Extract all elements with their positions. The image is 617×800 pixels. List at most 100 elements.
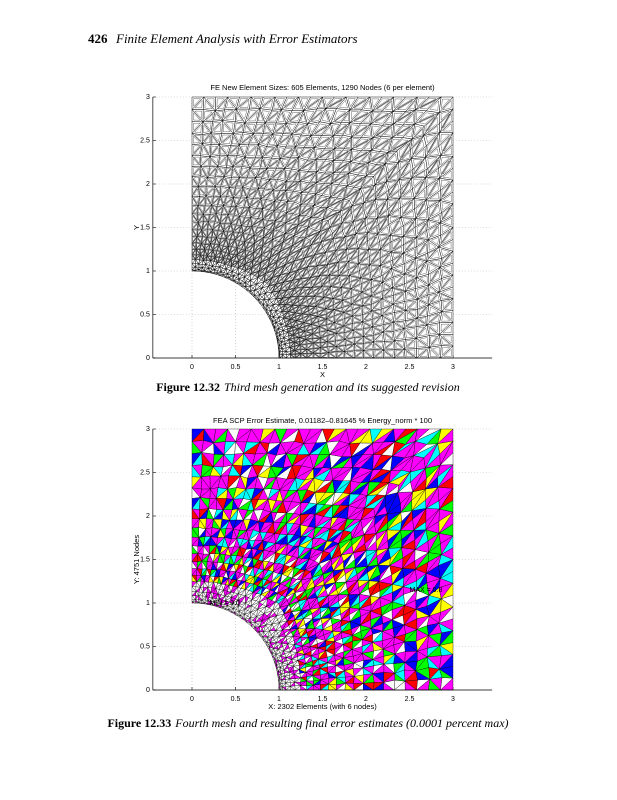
revised-element <box>400 179 409 187</box>
mesh-element <box>438 321 454 335</box>
revised-element <box>354 307 362 315</box>
revised-element <box>328 316 334 322</box>
revised-element <box>385 350 394 357</box>
revised-element <box>320 320 326 326</box>
revised-element <box>362 273 370 279</box>
revised-element <box>290 342 295 347</box>
revised-element <box>363 312 370 320</box>
revised-element <box>284 312 289 318</box>
revised-element <box>378 192 387 199</box>
revised-element <box>312 322 319 326</box>
revised-element <box>335 232 344 238</box>
caption-label: Figure 12.32 <box>156 380 220 394</box>
revised-element <box>344 317 351 325</box>
revised-element <box>297 314 303 320</box>
revised-element <box>349 236 356 247</box>
x-tick-label: 2 <box>364 364 368 371</box>
revised-element <box>286 298 291 304</box>
revised-element <box>364 320 372 326</box>
revised-element <box>293 327 298 330</box>
revised-element <box>344 298 351 303</box>
revised-element <box>430 336 437 345</box>
revised-element <box>327 319 333 324</box>
revised-element <box>442 288 452 297</box>
revised-element <box>314 344 319 348</box>
revised-element <box>406 328 416 336</box>
revised-element <box>441 184 450 197</box>
revised-element <box>316 248 324 254</box>
revised-element <box>309 306 315 310</box>
revised-element <box>344 290 351 299</box>
revised-element <box>328 347 335 352</box>
revised-element <box>284 298 289 304</box>
revised-element <box>316 288 323 295</box>
revised-element <box>314 332 320 337</box>
revised-element <box>362 281 370 290</box>
revised-element <box>311 317 317 323</box>
revised-element <box>353 279 360 287</box>
revised-element <box>372 280 381 287</box>
x-tick-label: 0 <box>190 696 194 703</box>
x-tick-label: 1 <box>277 364 281 371</box>
revised-element <box>299 267 306 273</box>
revised-element <box>337 347 343 352</box>
revised-element <box>406 280 414 289</box>
revised-element <box>382 243 390 251</box>
revised-element <box>408 290 416 297</box>
revised-element <box>304 323 310 327</box>
revised-element <box>372 259 380 265</box>
revised-element <box>429 286 437 294</box>
revised-element <box>432 347 440 356</box>
revised-element <box>336 319 344 325</box>
revised-element <box>346 235 354 241</box>
revised-element <box>287 326 292 329</box>
revised-element <box>384 323 392 331</box>
revised-element <box>385 278 392 286</box>
revised-element <box>384 271 392 281</box>
revised-element <box>352 290 360 296</box>
revised-element <box>280 286 287 291</box>
revised-element <box>429 182 439 196</box>
revised-element <box>373 268 381 278</box>
revised-element <box>343 305 350 311</box>
revised-element <box>302 273 310 278</box>
revised-element <box>330 277 337 285</box>
revised-element <box>443 217 452 226</box>
revised-element <box>383 306 391 314</box>
revised-element <box>323 281 330 286</box>
revised-element <box>373 328 381 334</box>
revised-element <box>431 226 440 238</box>
revised-element <box>327 245 335 252</box>
revised-element <box>428 221 438 229</box>
mesh <box>191 96 454 359</box>
revised-element <box>416 203 424 216</box>
revised-element <box>427 178 437 185</box>
revised-element <box>383 300 391 308</box>
revised-element <box>312 277 318 286</box>
revised-element <box>285 316 290 319</box>
revised-element <box>321 348 327 353</box>
revised-element <box>321 338 326 343</box>
revised-element <box>419 264 427 276</box>
revised-element <box>394 256 403 267</box>
revised-element <box>355 345 362 350</box>
revised-element <box>420 287 428 297</box>
revised-element <box>336 327 342 333</box>
revised-element <box>308 266 316 271</box>
revised-element <box>309 268 316 276</box>
revised-element <box>394 239 402 250</box>
revised-element <box>443 348 452 357</box>
revised-element <box>373 317 380 325</box>
revised-element <box>317 298 324 305</box>
revised-element <box>396 321 404 327</box>
revised-element <box>313 287 320 291</box>
revised-element <box>442 170 452 179</box>
x-tick-label: 0.5 <box>231 364 241 371</box>
revised-element <box>384 351 392 358</box>
revised-element <box>430 270 437 282</box>
revised-element <box>349 266 357 274</box>
x-axis-label: X <box>320 370 325 379</box>
revised-element <box>296 349 301 353</box>
revised-element <box>359 249 367 255</box>
revised-element <box>364 289 371 295</box>
